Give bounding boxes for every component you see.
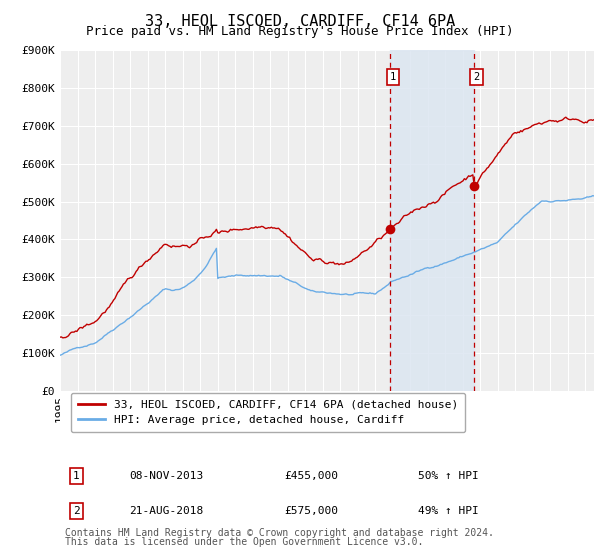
Text: Price paid vs. HM Land Registry's House Price Index (HPI): Price paid vs. HM Land Registry's House …: [86, 25, 514, 38]
Text: £575,000: £575,000: [284, 506, 338, 516]
Text: Contains HM Land Registry data © Crown copyright and database right 2024.: Contains HM Land Registry data © Crown c…: [65, 528, 494, 538]
Text: £455,000: £455,000: [284, 471, 338, 481]
Bar: [390, 50, 474, 390]
Text: 33, HEOL ISCOED, CARDIFF, CF14 6PA: 33, HEOL ISCOED, CARDIFF, CF14 6PA: [145, 14, 455, 29]
Text: 1: 1: [390, 72, 396, 82]
Text: 49% ↑ HPI: 49% ↑ HPI: [418, 506, 479, 516]
Text: 2: 2: [73, 506, 79, 516]
Text: This data is licensed under the Open Government Licence v3.0.: This data is licensed under the Open Gov…: [65, 537, 424, 547]
Text: 50% ↑ HPI: 50% ↑ HPI: [418, 471, 479, 481]
Text: 1: 1: [73, 471, 79, 481]
Text: 2: 2: [473, 72, 479, 82]
Legend: 33, HEOL ISCOED, CARDIFF, CF14 6PA (detached house), HPI: Average price, detache: 33, HEOL ISCOED, CARDIFF, CF14 6PA (deta…: [71, 393, 465, 432]
Text: 08-NOV-2013: 08-NOV-2013: [130, 471, 203, 481]
Text: 21-AUG-2018: 21-AUG-2018: [130, 506, 203, 516]
